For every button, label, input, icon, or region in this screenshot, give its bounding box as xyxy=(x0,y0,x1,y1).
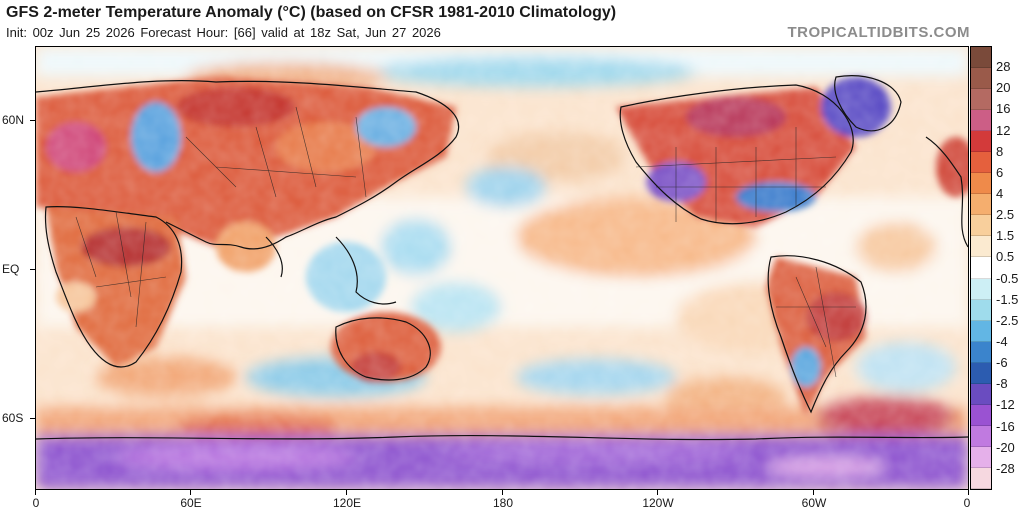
colorbar-label: 1.5 xyxy=(996,228,1015,244)
country-borders xyxy=(75,106,856,378)
colorbar-label: 4 xyxy=(996,186,1004,201)
x-label-120w: 120W xyxy=(642,496,674,510)
colorbar-label: -6 xyxy=(996,355,1008,371)
colorbar-swatch xyxy=(971,341,991,363)
colorbar-swatch xyxy=(971,320,991,342)
colorbar-label: -1.5 xyxy=(996,291,1019,307)
colorbar-label: 16 xyxy=(996,101,1011,117)
coastlines xyxy=(36,75,968,441)
y-tick-60n xyxy=(30,120,36,121)
colorbar-swatch xyxy=(971,257,991,279)
colorbar-swatch xyxy=(971,467,991,489)
colorbar-swatch xyxy=(971,404,991,426)
texture-overlay xyxy=(36,47,968,489)
x-tick-60e xyxy=(190,490,191,495)
colorbar-swatch xyxy=(971,68,991,90)
colorbar-swatch xyxy=(971,425,991,447)
colorbar-swatch xyxy=(971,362,991,384)
colorbar-label: -12 xyxy=(996,397,1015,413)
colorbar-label: -0.5 xyxy=(996,270,1019,286)
anomaly-map[interactable] xyxy=(35,46,969,490)
colorbar-label: 12 xyxy=(996,122,1011,138)
colorbar-swatch xyxy=(971,236,991,258)
colorbar xyxy=(970,46,992,490)
colorbar-label: -8 xyxy=(996,376,1008,392)
x-label-60w: 60W xyxy=(801,496,827,510)
colorbar-label: -4 xyxy=(996,334,1008,349)
colorbar-label: 8 xyxy=(996,143,1004,159)
colorbar-swatch xyxy=(971,152,991,174)
x-label-0: 0 xyxy=(32,496,40,510)
colorbar-label: 0.5 xyxy=(996,249,1015,265)
colorbar-label: 6 xyxy=(996,164,1004,180)
x-tick-120w xyxy=(657,490,658,495)
colorbar-swatch xyxy=(971,131,991,153)
colorbar-swatch xyxy=(971,278,991,300)
x-label-180: 180 xyxy=(492,496,514,510)
map-subtitle: Init: 00z Jun 25 2026 Forecast Hour: [66… xyxy=(6,25,441,40)
x-tick-120e xyxy=(346,490,347,495)
colorbar-label: 2.5 xyxy=(996,207,1015,223)
y-label-60s: 60S xyxy=(2,411,24,425)
y-label-60n: 60N xyxy=(2,113,25,127)
colorbar-swatch xyxy=(971,89,991,111)
x-tick-60w xyxy=(813,490,814,495)
colorbar-label: -16 xyxy=(996,418,1015,434)
colorbar-swatch xyxy=(971,383,991,405)
colorbar-swatch xyxy=(971,299,991,321)
colorbar-swatch xyxy=(971,110,991,132)
colorbar-swatch xyxy=(971,194,991,216)
x-label-0-east: 0 xyxy=(963,496,971,510)
y-tick-60s xyxy=(30,418,36,419)
colorbar-label: 20 xyxy=(996,80,1011,96)
colorbar-label: -2.5 xyxy=(996,312,1019,328)
colorbar-label: 28 xyxy=(996,59,1011,75)
colorbar-swatch xyxy=(971,173,991,195)
x-label-60e: 60E xyxy=(180,496,202,510)
colorbar-swatch xyxy=(971,215,991,237)
colorbar-label: -28 xyxy=(996,460,1015,476)
y-tick-eq xyxy=(30,269,36,270)
colorbar-swatch xyxy=(971,47,991,69)
x-label-120e: 120E xyxy=(332,496,362,510)
map-title: GFS 2-meter Temperature Anomaly (°C) (ba… xyxy=(6,4,617,21)
brand-watermark[interactable]: TROPICALTIDBITS.COM xyxy=(787,24,970,41)
x-tick-0 xyxy=(35,490,36,495)
anomaly-map-graphic xyxy=(36,47,968,489)
y-label-eq: EQ xyxy=(2,262,20,276)
x-tick-180 xyxy=(502,490,503,495)
x-tick-0-east xyxy=(968,490,969,495)
colorbar-label: -20 xyxy=(996,439,1015,455)
colorbar-swatch xyxy=(971,446,991,468)
